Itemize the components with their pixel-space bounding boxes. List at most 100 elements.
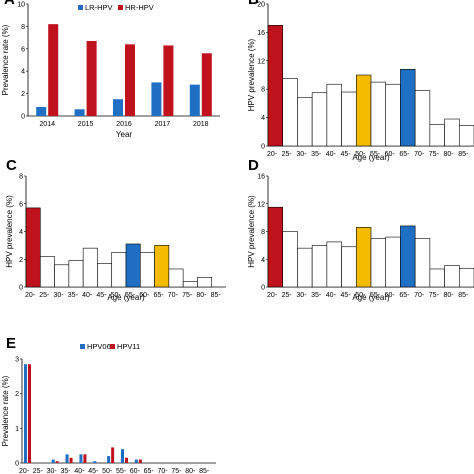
x-tick-label-b: 75- xyxy=(429,151,440,158)
bar-b xyxy=(311,92,328,147)
y-tick-label-c: 4 xyxy=(19,229,23,236)
bar-b xyxy=(429,124,445,147)
bar-c xyxy=(82,247,98,288)
y-tick-label-d: 16 xyxy=(257,174,265,181)
bar-e-hpv06 xyxy=(134,459,138,463)
bar-b xyxy=(400,69,416,147)
x-tick-label-d: 70- xyxy=(414,292,425,299)
y-tick-label-d: 0 xyxy=(261,285,265,292)
x-tick-label-b: 20- xyxy=(267,151,278,158)
x-tick-label-b: 50- xyxy=(355,151,366,158)
x-tick-label-b: 35- xyxy=(311,151,322,158)
y-tick-label-a: 8 xyxy=(21,24,25,31)
bar-b xyxy=(444,118,460,147)
x-tick-label-a: 2018 xyxy=(193,121,209,128)
x-tick-label-c: 20- xyxy=(25,292,36,299)
x-tick-label-d: 60- xyxy=(385,292,396,299)
x-tick-label-b: 70- xyxy=(414,151,425,158)
x-tick-label-d: 25- xyxy=(282,292,293,299)
bar-c xyxy=(197,276,213,288)
y-tick-label-a: 10 xyxy=(17,2,25,9)
bar-c xyxy=(168,268,184,288)
bar-d xyxy=(311,245,328,288)
bar-c xyxy=(154,245,170,288)
bar-b xyxy=(282,78,298,147)
x-tick-label-d: 50- xyxy=(355,292,366,299)
y-tick-label-c: 6 xyxy=(19,201,23,208)
x-tick-label-d: 45- xyxy=(341,292,352,299)
y-tick-label-d: 4 xyxy=(261,257,265,264)
x-tick-label-c: 70- xyxy=(168,292,179,299)
bar-d xyxy=(326,241,342,288)
x-tick-label-c: 65- xyxy=(154,292,165,299)
x-tick-label-d: 55- xyxy=(370,292,381,299)
x-tick-label-a: 2017 xyxy=(155,121,171,128)
y-tick-label-c: 0 xyxy=(19,285,23,292)
y-tick-label-c: 8 xyxy=(19,174,23,181)
y-tick-label-b: 20 xyxy=(257,2,265,9)
bar-c xyxy=(182,281,198,288)
x-tick-label-e: 55- xyxy=(116,468,127,474)
x-tick-label-a: 2016 xyxy=(116,121,132,128)
x-tick-label-d: 85- xyxy=(458,292,469,299)
x-tick-label-c: 60- xyxy=(139,292,150,299)
y-tick-label-b: 0 xyxy=(261,144,265,151)
bar-d xyxy=(400,225,416,288)
bar-e-hpv06 xyxy=(79,454,83,463)
x-tick-label-e: 85- xyxy=(199,468,210,474)
bar-a-hr-hpv xyxy=(201,53,212,116)
bar-d xyxy=(414,238,431,288)
y-tick-label-b: 8 xyxy=(261,87,265,94)
x-tick-label-d: 40- xyxy=(326,292,337,299)
bar-e-hpv11 xyxy=(55,461,59,463)
panel-letter-a: A xyxy=(4,0,15,8)
bar-d xyxy=(341,246,357,288)
bar-b xyxy=(326,83,342,147)
x-tick-label-a: 2015 xyxy=(78,121,94,128)
bar-a-hr-hpv xyxy=(163,45,174,116)
x-tick-label-c: 80- xyxy=(196,292,207,299)
legend-label-a-lr-hpv: LR-HPV xyxy=(85,3,113,12)
bar-a-lr-hpv xyxy=(113,99,123,116)
bar-d xyxy=(297,247,313,288)
x-tick-label-e: 70- xyxy=(158,468,169,474)
legend-swatch-e-hpv11 xyxy=(110,344,115,349)
bar-a-hr-hpv xyxy=(125,44,135,116)
bar-b xyxy=(267,24,284,147)
bar-e-hpv06 xyxy=(65,454,69,463)
bar-e-hpv11 xyxy=(28,364,31,463)
bar-c xyxy=(111,252,127,288)
legend-label-e-hpv06: HPV06 xyxy=(87,342,111,351)
bar-e-hpv06 xyxy=(93,461,97,463)
y-axis-label-c: HPV prevalence (%) xyxy=(5,195,14,268)
bar-e-hpv06 xyxy=(121,449,124,463)
y-tick-label-e: 3 xyxy=(15,357,19,364)
bar-d xyxy=(429,268,445,288)
y-tick-label-a: 2 xyxy=(21,91,25,98)
x-tick-label-c: 35- xyxy=(68,292,79,299)
bar-b xyxy=(341,91,357,147)
panel-letter-e: E xyxy=(6,335,16,352)
x-tick-label-c: 45- xyxy=(96,292,107,299)
x-tick-label-b: 25- xyxy=(282,151,293,158)
y-tick-label-b: 4 xyxy=(261,115,265,122)
bar-b xyxy=(355,74,372,147)
y-tick-label-a: 4 xyxy=(21,69,25,76)
bar-c xyxy=(54,264,70,288)
x-tick-label-e: 60- xyxy=(130,468,141,474)
x-tick-label-b: 45- xyxy=(341,151,352,158)
legend-swatch-a-hr-hpv xyxy=(118,5,123,10)
bar-d xyxy=(355,227,372,288)
bar-b xyxy=(414,90,431,147)
y-tick-label-d: 8 xyxy=(261,229,265,236)
bar-e-hpv11 xyxy=(111,447,115,463)
bar-c xyxy=(139,252,155,288)
x-tick-label-b: 80- xyxy=(444,151,455,158)
bar-d xyxy=(444,265,460,288)
x-tick-label-e: 30- xyxy=(47,468,58,474)
legend-label-e-hpv11: HPV11 xyxy=(117,342,140,351)
x-tick-label-c: 85- xyxy=(211,292,222,299)
x-tick-label-b: 30- xyxy=(296,151,307,158)
x-tick-label-c: 55- xyxy=(125,292,136,299)
